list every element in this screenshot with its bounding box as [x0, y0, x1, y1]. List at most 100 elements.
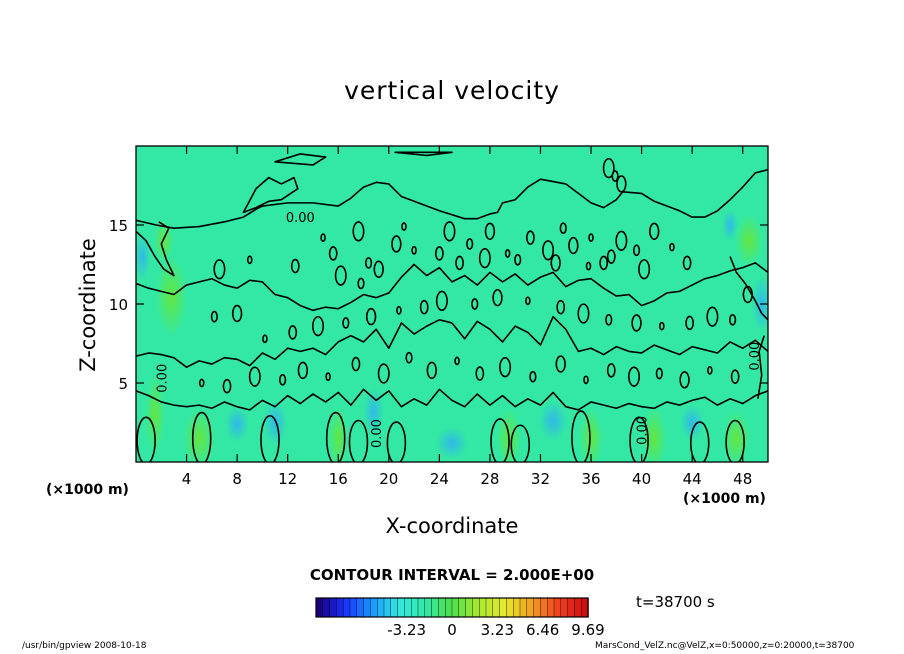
contour-small-12: [542, 240, 555, 261]
contour-label-3: 0.00: [155, 364, 170, 393]
contour-small-1: [328, 246, 338, 261]
y-axis-label: Z-coordinate: [76, 238, 100, 372]
x-tick-label-5: 24: [430, 470, 449, 488]
contour-small-35: [262, 334, 268, 344]
contour-small-74: [679, 371, 690, 389]
colorbar-segment-28: [506, 597, 514, 618]
contour-small-16: [606, 249, 616, 264]
contour-small-70: [583, 375, 589, 385]
contour-mid: [136, 262, 768, 312]
colorbar-segment-30: [519, 597, 528, 618]
contour-small-55: [198, 378, 205, 388]
contour-small-68: [529, 370, 537, 383]
contour-small-49: [631, 314, 642, 332]
colorbar-segment-34: [547, 597, 555, 618]
contour-small-5: [401, 222, 407, 231]
field-blob-1: [183, 408, 216, 462]
x-tick-label-7: 32: [531, 470, 550, 488]
contour-label-2: 0.00: [636, 416, 651, 445]
contour-small-67: [499, 357, 512, 378]
contour-small-48: [605, 313, 613, 326]
contour-small-73: [655, 367, 663, 380]
contour-small-13: [559, 222, 567, 235]
field-blob-11: [436, 427, 468, 460]
footer-right: MarsCond_VelZ.nc@VelZ,x=0:50000,z=0:2000…: [595, 641, 855, 651]
contour-small-25: [411, 245, 417, 255]
contour-small-51: [685, 315, 695, 331]
contour-small-37: [312, 315, 325, 337]
contour-cell-2: [260, 414, 280, 462]
contour-small-26: [455, 255, 464, 271]
colorbar-label-0: -3.23: [387, 621, 426, 639]
contour-small-29: [550, 254, 561, 272]
contour-small-30: [585, 261, 592, 271]
contour-cell-0: [136, 416, 156, 462]
contour-small-34: [231, 304, 243, 323]
colorbar-segment-13: [404, 597, 412, 618]
contour-small-11: [525, 230, 535, 245]
colorbar-segment-4: [343, 597, 351, 618]
x-axis-label: X-coordinate: [385, 514, 519, 538]
colorbar-segment-35: [553, 597, 562, 618]
contour-small-76: [730, 369, 740, 384]
contour-small-6: [434, 246, 444, 261]
colorbar-segment-7: [363, 597, 372, 618]
contour-small-44: [492, 288, 503, 307]
contour-small-32: [638, 259, 651, 280]
colorbar-segment-36: [560, 597, 569, 618]
colorbar-segment-23: [472, 597, 480, 618]
colorbar-segment-1: [322, 597, 331, 618]
contour-upper-island: [242, 176, 299, 214]
contour-lower-right: [451, 315, 768, 356]
field-blob-13: [136, 232, 151, 281]
contour-top-cap-1: [274, 153, 327, 166]
colorbar-segment-14: [411, 597, 419, 618]
x-unit-right: (×1000 m): [683, 491, 766, 507]
heatmap-field: [136, 146, 768, 462]
contour-small-77: [602, 157, 615, 179]
contour-small-21: [682, 255, 692, 271]
x-tick-label-8: 36: [581, 470, 600, 488]
x-unit-left: (×1000 m): [46, 482, 129, 498]
contour-small-10: [504, 249, 511, 258]
colorbar-segment-6: [356, 597, 365, 618]
footer-left: /usr/bin/gpview 2008-10-18: [22, 641, 147, 651]
contour-small-43: [471, 298, 479, 310]
colorbar-segment-20: [451, 597, 460, 618]
contour-small-79: [616, 175, 627, 193]
field-blob-2: [328, 406, 349, 462]
colorbar-segment-11: [390, 597, 399, 618]
x-tick-label-2: 12: [278, 470, 297, 488]
contour-small-24: [373, 260, 384, 278]
contour-small-58: [279, 373, 287, 386]
colorbar-segment-9: [377, 597, 385, 618]
contour-small-14: [568, 236, 579, 255]
x-tick-label-9: 40: [632, 470, 651, 488]
contour-cell-4: [348, 419, 369, 462]
contour-left-edge: [136, 221, 175, 277]
colorbar-segment-38: [574, 597, 582, 618]
contour-small-65: [454, 356, 460, 366]
contour-small-3: [364, 257, 373, 269]
contour-small-53: [729, 313, 737, 326]
contour-small-23: [357, 277, 365, 290]
contour-small-57: [248, 366, 261, 387]
colorbar-label-3: 6.46: [526, 621, 559, 639]
colorbar-segment-27: [499, 597, 508, 618]
chart-title: vertical velocity: [344, 76, 560, 105]
colorbar-segment-19: [445, 597, 453, 618]
contour-small-39: [365, 307, 377, 326]
contour-cell-9: [629, 416, 649, 462]
colorbar-segment-3: [336, 597, 344, 618]
contour-small-72: [628, 366, 641, 387]
colorbar-segment-10: [383, 597, 392, 618]
colorbar-segment-16: [424, 597, 433, 618]
contour-small-41: [419, 299, 429, 315]
field-blob-15: [722, 209, 739, 241]
contour-small-81: [290, 258, 300, 274]
contour-small-45: [525, 296, 531, 306]
contour-small-22: [334, 265, 347, 286]
colorbar-label-1: 0: [447, 621, 457, 639]
contour-small-82: [213, 259, 226, 280]
contour-small-63: [405, 351, 413, 364]
